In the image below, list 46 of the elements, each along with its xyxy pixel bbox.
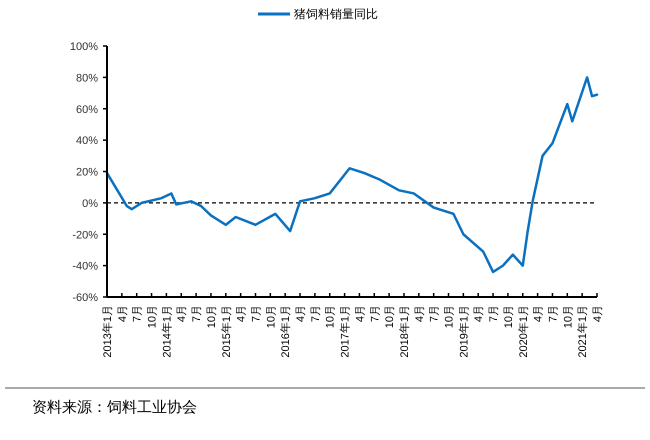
y-tick-label: 0% [82,198,98,210]
x-tick-label: 7月 [310,305,322,322]
x-tick-label: 2015年1月 [220,305,233,358]
x-tick-label: 4月 [176,305,188,322]
x-tick-label: 7月 [369,305,382,322]
x-tick-label: 4月 [236,305,248,322]
x-tick-label: 10月 [444,305,456,328]
x-tick-label: 7月 [191,305,204,322]
x-tick-label: 7月 [132,305,144,322]
x-tick-label: 4月 [295,305,308,322]
x-tick-label: 10月 [502,305,515,328]
x-tick-label: 2018年1月 [398,305,411,358]
y-tick-label: -20% [72,229,98,242]
x-tick-label: 4月 [532,305,545,322]
x-tick-label: 2013年1月 [102,305,114,358]
x-tick-label: 2014年1月 [161,305,174,358]
y-tick-label: 80% [76,72,98,84]
x-tick-label: 4月 [592,305,604,322]
x-tick-label: 4月 [414,305,426,322]
y-tick-label: 100% [70,41,98,53]
x-tick-label: 4月 [116,305,129,322]
x-tick-label: 10月 [324,305,337,328]
x-tick-label: 10月 [265,305,278,328]
x-tick-label: 10月 [146,305,159,328]
x-tick-label: 2021年1月 [577,305,590,358]
x-tick-label: 7月 [250,305,262,322]
legend-label: 猪饲料销量同比 [294,7,378,21]
x-tick-label: 4月 [473,305,486,322]
x-tick-label: 7月 [547,305,560,322]
text: 资料来源：饲料工业协会 [32,399,197,416]
x-tick-label: 10月 [562,305,574,328]
x-tick-label: 2020年1月 [518,305,530,358]
y-tick-label: 60% [76,104,98,116]
y-tick-label: -60% [72,292,98,304]
x-tick-label: 2016年1月 [280,305,292,358]
x-tick-label: 4月 [354,305,366,322]
line-series [106,76,598,274]
x-tick-label: 10月 [384,305,396,328]
y-tick-label: 40% [76,135,98,148]
y-tick-label: 20% [76,166,98,178]
x-tick-label: 7月 [428,305,441,322]
x-tick-label: 7月 [488,305,500,322]
y-tick-label: -40% [72,260,98,273]
x-tick-label: 10月 [206,305,218,328]
x-tick-label: 2017年1月 [340,305,352,358]
x-tick-label: 2019年1月 [458,305,470,358]
